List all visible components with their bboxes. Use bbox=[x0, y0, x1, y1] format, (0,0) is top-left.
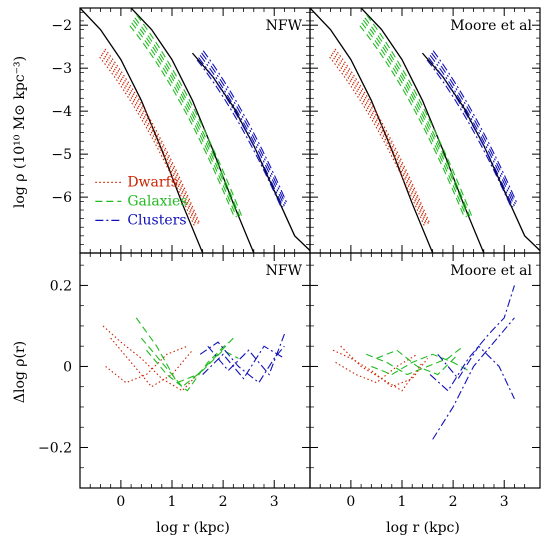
x-tick-label: 1 bbox=[168, 494, 177, 510]
panel-frame bbox=[79, 252, 311, 489]
x-tick-label: 2 bbox=[449, 494, 458, 510]
galaxies-profile-line bbox=[132, 19, 239, 217]
panel-frame bbox=[309, 252, 541, 489]
panel-top-right: Moore et al bbox=[309, 7, 541, 254]
x-tick-label: 2 bbox=[219, 494, 228, 510]
clusters-residual-line bbox=[207, 333, 285, 376]
clusters-residual-line bbox=[432, 317, 515, 440]
y-tick-label: 0 bbox=[63, 359, 72, 375]
galaxies-profile-line bbox=[131, 22, 237, 218]
clusters-residual-line bbox=[199, 341, 285, 384]
clusters-profile-line bbox=[201, 52, 287, 206]
y-tick-label: −3 bbox=[51, 61, 72, 77]
y-tick-label: −5 bbox=[51, 147, 72, 163]
clusters-profile-line bbox=[426, 59, 512, 209]
galaxies-residual-line bbox=[135, 317, 234, 384]
plot-area bbox=[332, 285, 515, 440]
clusters-profile-line bbox=[428, 57, 514, 208]
x-tick-label: 0 bbox=[116, 494, 125, 510]
y-tick-label: −4 bbox=[51, 104, 72, 120]
dwarfs-residual-line bbox=[110, 337, 193, 388]
model-curve-1 bbox=[310, 8, 434, 253]
panel-title: Moore et al bbox=[450, 263, 532, 279]
plot-area bbox=[310, 8, 540, 253]
galaxies-profile-line bbox=[364, 17, 471, 217]
dwarfs-residual-line bbox=[105, 345, 188, 384]
y-axis-label-bottom: Δlog ρ(r) bbox=[12, 341, 28, 403]
x-axis-label-left: log r (kpc) bbox=[156, 520, 230, 536]
dwarfs-residual-line bbox=[340, 345, 423, 392]
model-curve-2 bbox=[360, 8, 485, 253]
dwarfs-profile-line bbox=[333, 50, 429, 224]
x-tick-label: 3 bbox=[500, 494, 509, 510]
panel-title: Moore et al bbox=[450, 18, 532, 34]
y-tick-label: 0.2 bbox=[50, 278, 72, 294]
dwarfs-profile-line bbox=[331, 52, 428, 225]
x-tick-label: 3 bbox=[270, 494, 279, 510]
panels: −2 −3 −4 −5 −6 NFW Dwarfs Galaxies Clusters Moore… bbox=[38, 7, 541, 510]
x-tick-label: 1 bbox=[398, 494, 407, 510]
dwarfs-profile-line bbox=[100, 54, 197, 225]
galaxies-profile-line bbox=[366, 14, 473, 216]
y-axis-label-top: log ρ (10¹⁰ M⊙ kpc⁻³) bbox=[12, 56, 28, 208]
galaxies-residual-line bbox=[146, 341, 229, 392]
dwarfs-profile-line bbox=[330, 54, 427, 225]
galaxies-profile-line bbox=[134, 17, 241, 217]
galaxies-residual-line bbox=[376, 349, 459, 376]
model-curve-3 bbox=[191, 52, 310, 252]
y-tick-label: −6 bbox=[51, 190, 72, 206]
dwarfs-residual-line bbox=[102, 325, 198, 392]
clusters-profile-line bbox=[431, 52, 517, 206]
panel-top-left: −2 −3 −4 −5 −6 NFW Dwarfs Galaxies Clusters bbox=[51, 7, 311, 254]
clusters-residual-line bbox=[202, 345, 285, 380]
panel-bottom-left: 0 1 2 3 0.2 0 −0.2 NFW bbox=[38, 252, 311, 510]
x-axis-label-right: log r (kpc) bbox=[386, 520, 460, 536]
dwarfs-profile-line bbox=[334, 48, 431, 224]
clusters-profile-line bbox=[196, 59, 282, 209]
y-tick-label: −0.2 bbox=[38, 440, 72, 456]
clusters-residual-line bbox=[429, 285, 515, 392]
x-tick-label: 0 bbox=[346, 494, 355, 510]
dwarfs-residual-line bbox=[332, 349, 428, 388]
clusters-profile-line bbox=[429, 54, 515, 207]
legend-label-galaxies: Galaxies bbox=[127, 193, 187, 209]
galaxies-residual-line bbox=[366, 345, 464, 376]
legend-label-clusters: Clusters bbox=[127, 212, 186, 228]
plot-area bbox=[80, 8, 310, 253]
legend-label-dwarfs: Dwarfs bbox=[127, 174, 178, 190]
panel-bottom-right: 0 1 2 3 Moore et al bbox=[309, 252, 541, 510]
galaxies-profile-line bbox=[362, 19, 469, 217]
panel-title: NFW bbox=[266, 263, 303, 279]
dwarfs-profile-line bbox=[101, 52, 198, 225]
clusters-profile-line bbox=[199, 54, 285, 207]
galaxies-profile-line bbox=[136, 14, 243, 216]
y-tick-label: −2 bbox=[51, 18, 72, 34]
clusters-residual-line bbox=[437, 345, 515, 400]
galaxies-profile-line bbox=[361, 22, 467, 218]
plot-area bbox=[102, 317, 285, 392]
panel-title: NFW bbox=[266, 18, 303, 34]
model-curve-3 bbox=[421, 52, 540, 252]
clusters-profile-line bbox=[198, 57, 284, 208]
model-curve-1 bbox=[80, 8, 204, 253]
dwarfs-profile-line bbox=[104, 48, 201, 224]
galaxies-residual-line bbox=[371, 353, 469, 376]
